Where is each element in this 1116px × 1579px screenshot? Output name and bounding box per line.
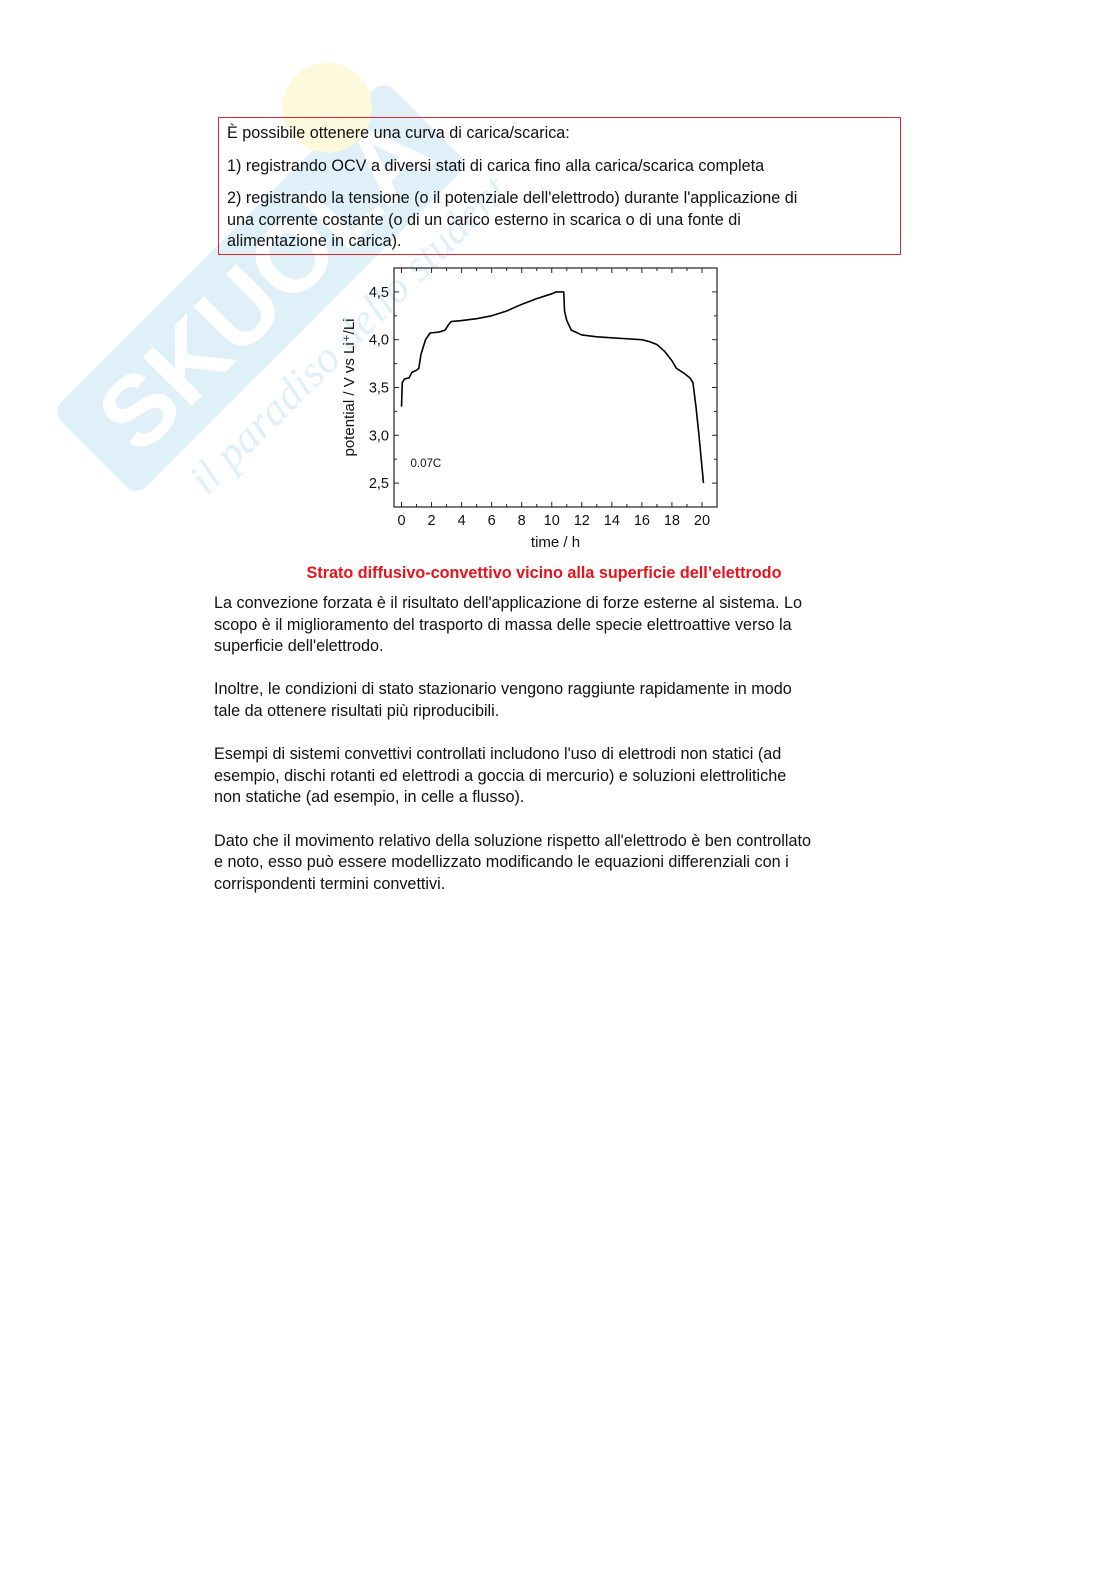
text-line: Dato che il movimento relativo della sol…: [214, 831, 811, 850]
text-line: esempio, dischi rotanti ed elettrodi a g…: [214, 766, 787, 785]
y-tick-label: 4,0: [369, 333, 389, 349]
x-tick-label: 0: [397, 513, 405, 529]
y-tick-label: 3,5: [369, 381, 389, 397]
body-text: La convezione forzata è il risultato del…: [214, 593, 811, 917]
section-heading: Strato diffusivo-convettivo vicino alla …: [306, 564, 782, 582]
rate-annotation: 0.07C: [411, 458, 442, 470]
x-tick-label: 4: [458, 513, 466, 529]
charge-discharge-chart: 0 2 4 6 8 10 12 14 16 18 20 2,5 3,0 3,5 4,0 4,5 time / h…: [341, 267, 718, 551]
text-line: La convezione forzata è il risultato del…: [214, 594, 802, 612]
x-tick-label: 2: [428, 513, 436, 529]
info-box: È possibile ottenere una curva di carica…: [218, 117, 901, 255]
y-tick-label: 3,0: [369, 428, 389, 444]
text-line: non statiche (ad esempio, in celle a flu…: [214, 788, 525, 807]
y-axis-label: potential / V vs Li⁺/Li: [341, 319, 358, 457]
x-tick-label: 16: [634, 513, 650, 529]
x-axis-label: time / h: [531, 534, 580, 551]
x-tick-label: 20: [694, 513, 710, 529]
box-line: una corrente costante (o di un carico es…: [227, 210, 741, 229]
text-line: e noto, esso può essere modellizzato mod…: [214, 853, 789, 872]
text-line: Esempi di sistemi convettivi controllati…: [214, 745, 782, 764]
paragraph: Dato che il movimento relativo della sol…: [214, 831, 811, 896]
x-tick-label: 8: [518, 513, 526, 529]
text-line: scopo è il miglioramento del trasporto d…: [214, 615, 792, 634]
paragraph: Inoltre, le condizioni di stato staziona…: [214, 679, 811, 722]
box-line: È possibile ottenere una curva di carica…: [227, 124, 570, 142]
y-tick-label: 2,5: [369, 476, 389, 492]
paragraph: La convezione forzata è il risultato del…: [214, 593, 811, 658]
text-line: tale da ottenere risultati più riproduci…: [214, 701, 500, 720]
box-line: 1) registrando OCV a diversi stati di ca…: [227, 156, 765, 175]
x-tick-label: 10: [544, 513, 560, 529]
x-tick-label: 14: [604, 513, 620, 529]
text-line: Inoltre, le condizioni di stato staziona…: [214, 680, 792, 699]
text-line: corrispondenti termini convettivi.: [214, 874, 446, 893]
box-line: 2) registrando la tensione (o il potenzi…: [227, 189, 798, 207]
x-tick-label: 12: [574, 513, 590, 529]
x-tick-label: 6: [488, 513, 496, 529]
potential-curve: [400, 291, 705, 484]
y-tick-label: 4,5: [369, 285, 389, 301]
box-line: alimentazione in carica).: [227, 232, 402, 250]
plot-frame: [393, 267, 718, 508]
text-line: superficie dell'elettrodo.: [214, 637, 384, 656]
paragraph: Esempi di sistemi convettivi controllati…: [214, 744, 811, 809]
x-tick-label: 18: [664, 513, 680, 529]
